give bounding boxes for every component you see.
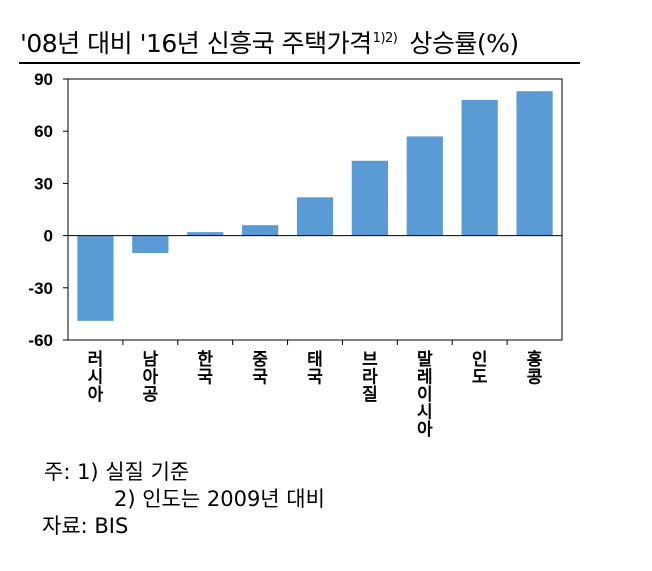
y-tick-label: 30 [34, 174, 53, 193]
bar [516, 91, 553, 236]
plot-area-border [67, 78, 563, 341]
bar [351, 160, 389, 236]
source-note: 자료: BIS [42, 514, 129, 538]
bar [187, 232, 224, 236]
y-tick-label: 90 [34, 70, 53, 89]
bar [77, 235, 114, 321]
bar [132, 235, 169, 253]
y-tick-label: 0 [44, 227, 53, 246]
y-tick-label: -30 [28, 279, 53, 298]
bar [296, 197, 334, 236]
title-underline [19, 62, 580, 64]
y-tick-label: -60 [28, 331, 53, 350]
footnote-2: 2) 인도는 2009년 대비 [114, 487, 325, 511]
chart-title-tail: 상승률(%) [409, 29, 519, 58]
bar [241, 225, 279, 236]
chart-title-main: '08년 대비 '16년 신흥국 주택가격 [20, 29, 372, 58]
x-axis-ticks [122, 340, 508, 345]
chart-title: '08년 대비 '16년 신흥국 주택가격1)2) 상승률(%) [20, 24, 519, 59]
footnotes: 주: 1) 실질 기준 2) 인도는 2009년 대비 자료: BIS [42, 459, 325, 540]
bar [406, 136, 443, 236]
chart-title-superscript: 1)2) [372, 31, 398, 46]
bar [461, 99, 498, 236]
footnote-1: 주: 1) 실질 기준 [44, 460, 190, 484]
y-tick-label: 60 [34, 122, 53, 141]
bars [77, 91, 553, 321]
x-axis-labels: 러 시 아 남 아 공 한 국 중 국 태 국 브 라 질 말 레 이 시 아 인 도 홍 콩 [88, 349, 543, 440]
y-axis-ticks: 90 60 30 0 -30 -60 [28, 70, 68, 350]
